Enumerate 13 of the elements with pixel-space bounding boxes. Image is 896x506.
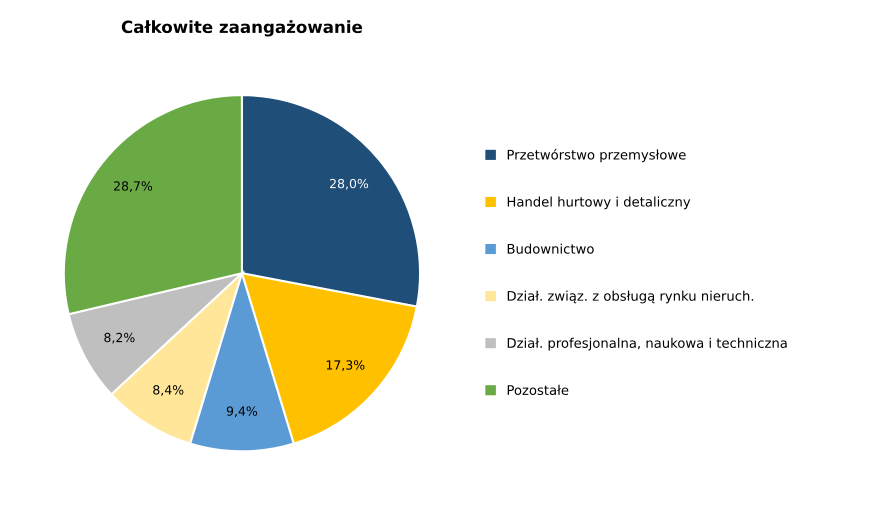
data-label: 9,4% — [226, 406, 258, 418]
data-label: 8,2% — [104, 332, 135, 344]
legend-label: Dział. profesjonalna, naukowa i techniczna — [508, 338, 787, 350]
data-label: 28,0% — [330, 178, 368, 190]
data-label: 8,4% — [153, 385, 184, 396]
data-label: 17,3% — [326, 360, 364, 371]
legend-label: Dział. związ. z obsługą rynku nieruch. — [508, 290, 754, 304]
legend-label: Handel hurtowy i detaliczny — [508, 196, 690, 210]
legend-label: Budownictwo — [508, 244, 594, 254]
data-label: 28,7% — [114, 181, 152, 192]
chart-title: Całkowite zaangażowanie — [122, 20, 362, 36]
legend-label: Pozostałe — [508, 384, 568, 396]
legend-label: Przetwórstwo przemysłowe — [508, 148, 686, 162]
